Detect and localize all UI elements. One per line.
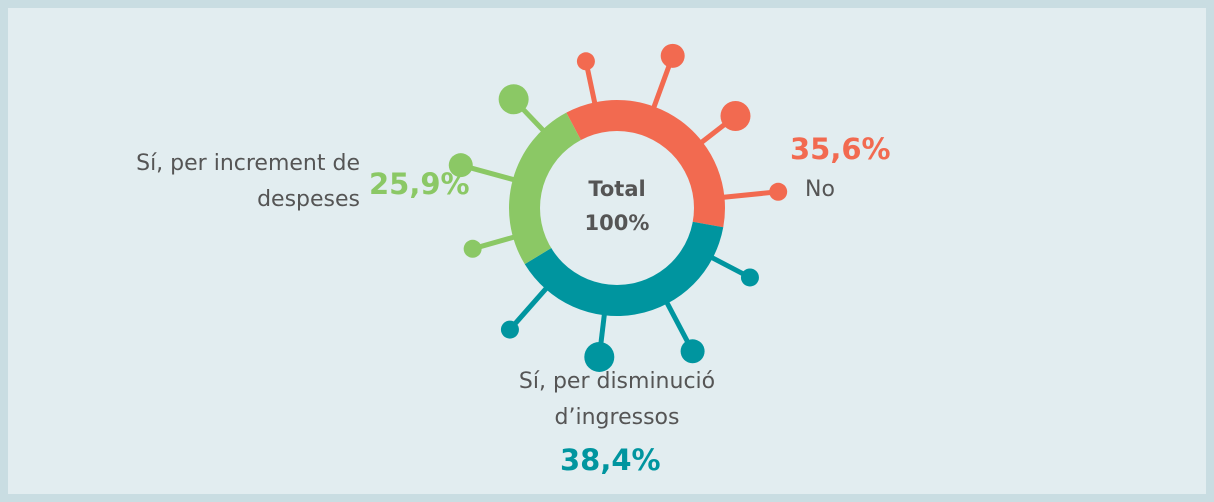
- page: Total 100% No 35,6% Sí, per disminució d’i…: [0, 0, 1214, 502]
- spike-head: [577, 52, 595, 70]
- value-label: 38,4%: [560, 443, 661, 477]
- spike-head: [720, 101, 750, 131]
- spike-head: [661, 44, 685, 68]
- category-label: Sí, per increment de despeses: [110, 146, 360, 218]
- category-label: No: [760, 172, 880, 208]
- value-label: 25,9%: [369, 167, 470, 201]
- category-label: Sí, per disminució d’ingressos: [492, 364, 742, 436]
- center-title: Total: [588, 177, 645, 201]
- spike-head: [464, 240, 482, 258]
- center-text: 100%: [585, 211, 650, 235]
- value-label: 35,6%: [790, 132, 891, 166]
- spike-head: [501, 321, 519, 339]
- spike-head: [499, 84, 529, 114]
- spike-head: [741, 268, 759, 286]
- spike-head: [681, 339, 705, 363]
- donut-hole: [540, 131, 694, 285]
